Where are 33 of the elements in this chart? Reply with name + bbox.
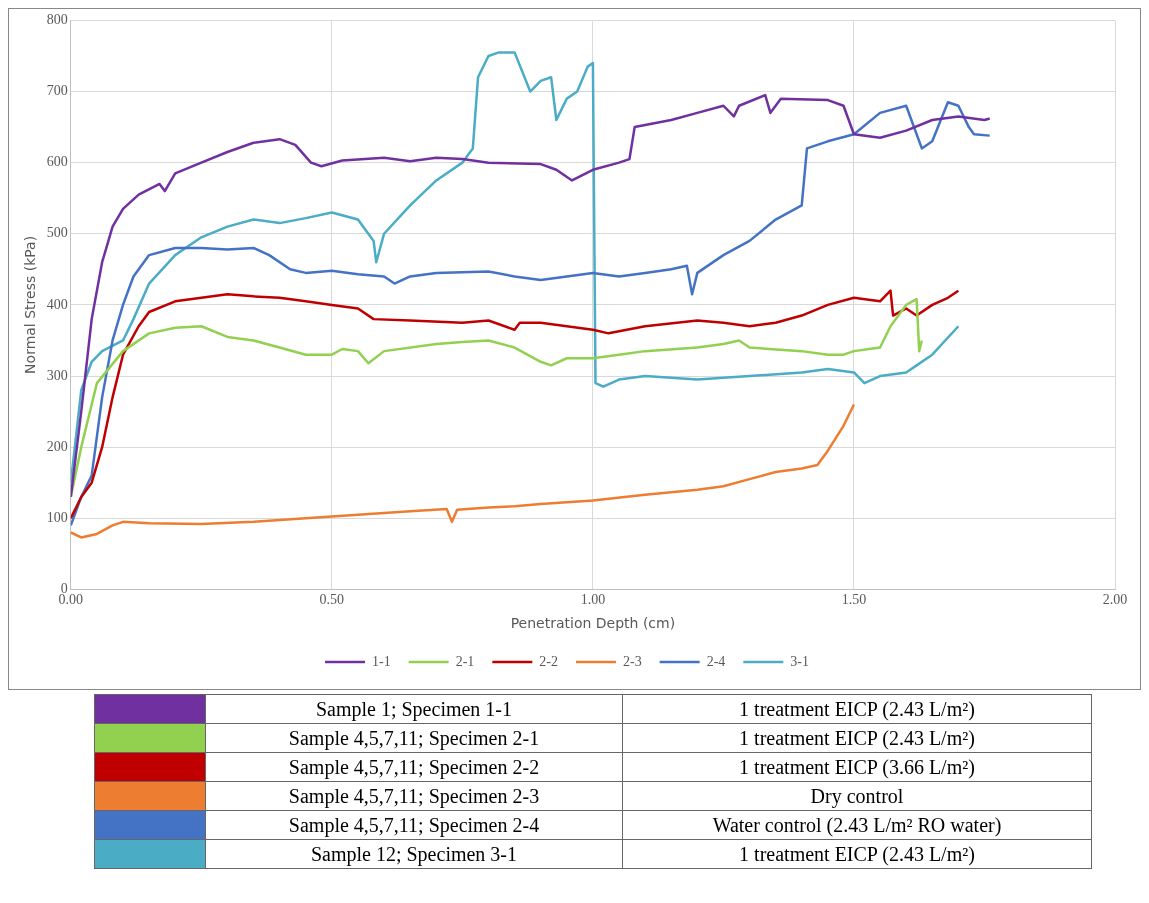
y-axis-title: Normal Stress (kPa)	[22, 235, 39, 374]
y-tick-label: 500	[46, 225, 68, 241]
legend-label: 2-1	[455, 653, 475, 669]
text: 1 treatment EICP (2.43 L/m²)	[622, 694, 1092, 724]
x-tick-label: 0.00	[58, 592, 84, 608]
y-tick-label: 600	[46, 154, 68, 170]
text: 1 treatment EICP (3.66 L/m²)	[622, 752, 1092, 782]
text: Sample 4,5,7,11; Specimen 2-2	[205, 752, 623, 782]
text: Sample 1; Specimen 1-1	[205, 694, 623, 724]
text: Sample 4,5,7,11; Specimen 2-4	[205, 810, 623, 840]
text: 1 treatment EICP (2.43 L/m²)	[622, 839, 1092, 869]
x-tick-label: 2.00	[1102, 592, 1128, 608]
x-axis-title: Penetration Depth (cm)	[510, 615, 676, 632]
x-tick-label: 0.50	[319, 592, 345, 608]
x-tick-label: 1.00	[580, 592, 606, 608]
y-tick-label: 700	[46, 83, 68, 99]
text: Dry control	[622, 781, 1092, 811]
legend-label: 2-2	[539, 653, 559, 669]
y-tick-label: 800	[46, 12, 68, 28]
legend-label: 3-1	[790, 653, 809, 669]
text: Sample 4,5,7,11; Specimen 2-1	[205, 723, 623, 753]
y-tick-label: 200	[46, 438, 68, 454]
text: Sample 12; Specimen 3-1	[205, 839, 623, 869]
legend-label: 1-1	[372, 653, 391, 669]
y-tick-label: 300	[46, 367, 68, 383]
y-tick-label: 100	[46, 509, 68, 525]
text: Sample 4,5,7,11; Specimen 2-3	[205, 781, 623, 811]
text: 1 treatment EICP (2.43 L/m²)	[622, 723, 1092, 753]
x-tick-label: 1.50	[841, 592, 867, 608]
legend-label: 2-4	[706, 653, 726, 669]
y-tick-label: 400	[46, 296, 68, 312]
legend-label: 2-3	[623, 653, 642, 669]
text: Water control (2.43 L/m² RO water)	[622, 810, 1092, 840]
